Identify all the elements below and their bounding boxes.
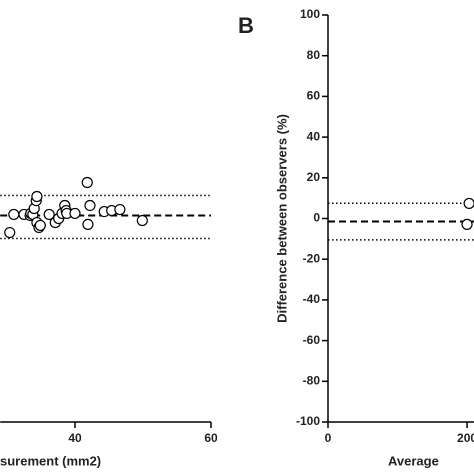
- data-point: [8, 208, 20, 221]
- y-tick-label: -80: [303, 373, 321, 387]
- data-point: [4, 226, 16, 239]
- y-tick-label: -60: [303, 333, 321, 347]
- data-point: [69, 207, 81, 220]
- data-point: [114, 203, 126, 216]
- y-axis-label: Difference between observers (%): [274, 114, 289, 323]
- data-point: [136, 214, 148, 227]
- data-point: [463, 197, 474, 210]
- data-point: [461, 218, 473, 231]
- y-tick-label: 20: [307, 170, 321, 184]
- x-tick-label: 200: [457, 431, 474, 445]
- data-point: [31, 190, 43, 203]
- y-tick-label: 40: [307, 129, 321, 143]
- x-axis-label: surement (mm2): [0, 453, 101, 468]
- x-tick-label: 0: [325, 431, 332, 445]
- data-point: [43, 208, 55, 221]
- y-tick-label: 80: [307, 48, 321, 62]
- y-tick-label: -100: [296, 414, 320, 428]
- panel-label: B: [238, 13, 254, 38]
- x-axis-label: Average: [388, 453, 439, 468]
- data-point: [84, 199, 96, 212]
- x-tick-label: 60: [204, 431, 218, 445]
- y-tick-label: -20: [303, 251, 321, 265]
- y-tick-label: -40: [303, 292, 321, 306]
- data-point: [34, 219, 46, 232]
- data-point: [81, 176, 93, 189]
- data-point: [82, 218, 94, 231]
- y-tick-label: 100: [300, 7, 320, 21]
- y-tick-label: 0: [313, 211, 320, 225]
- y-tick-label: 60: [307, 89, 321, 103]
- x-tick-label: 40: [68, 431, 82, 445]
